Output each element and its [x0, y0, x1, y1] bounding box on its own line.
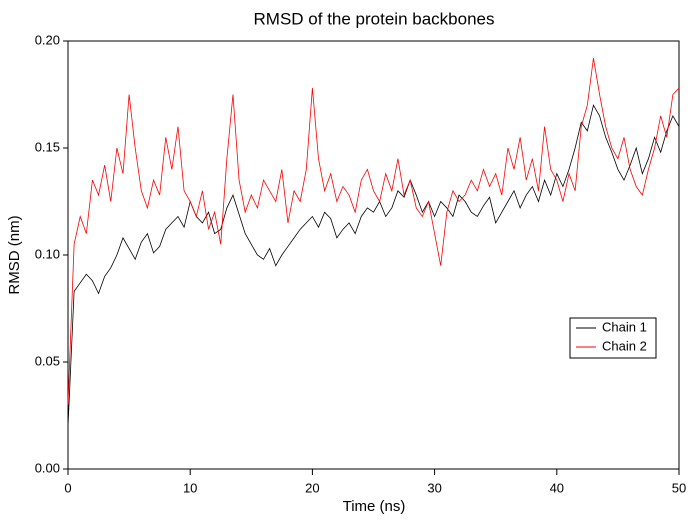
x-axis-title: Time (ns): [343, 498, 406, 515]
x-tick-label: 20: [305, 480, 319, 495]
y-tick-label: 0.05: [35, 353, 60, 368]
y-tick-label: 0.20: [35, 32, 60, 47]
legend-label: Chain 2: [602, 338, 647, 353]
series-line: [67, 104, 680, 427]
y-tick-label: 0.00: [35, 460, 60, 475]
series-line: [67, 58, 680, 405]
legend-box: [569, 317, 657, 359]
chart-title: RMSD of the protein backbones: [254, 9, 495, 28]
legend-label: Chain 1: [602, 319, 647, 334]
y-tick-label: 0.15: [35, 139, 60, 154]
x-tick-label: 10: [183, 480, 197, 495]
x-tick-label: 50: [672, 480, 686, 495]
x-tick-label: 0: [64, 480, 71, 495]
y-tick-label: 0.10: [35, 246, 60, 261]
y-axis-title: RMSD (nm): [6, 215, 23, 294]
x-tick-label: 40: [550, 480, 564, 495]
x-tick-label: 30: [427, 480, 441, 495]
